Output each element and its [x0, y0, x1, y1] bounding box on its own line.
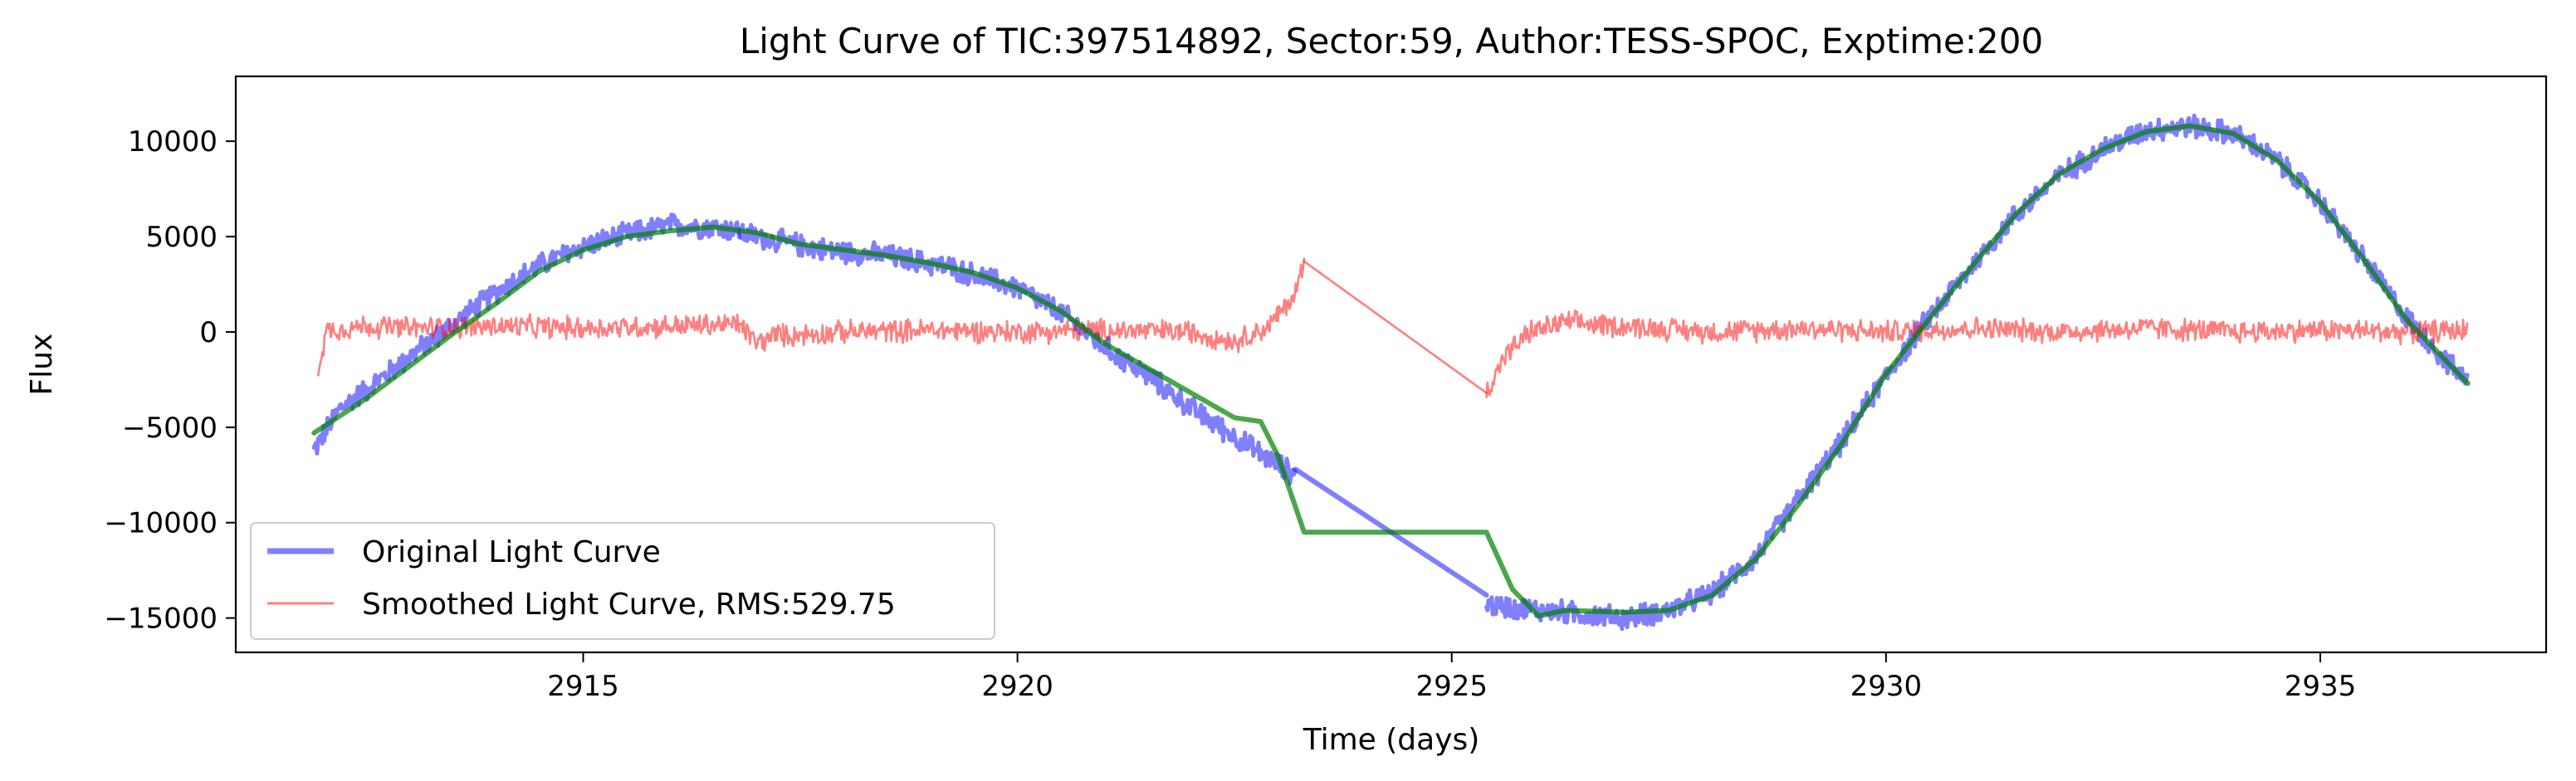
x-tick-label: 2920 [981, 670, 1053, 703]
series-layer [311, 113, 2471, 632]
y-tick-label: −10000 [104, 507, 218, 540]
series-2 [311, 123, 2471, 619]
plot-frame [234, 75, 2548, 654]
legend-box [250, 522, 995, 640]
y-tick-label: 5000 [145, 221, 218, 254]
series-1-segment-3 [1303, 260, 1488, 394]
series-1-segment-2 [781, 257, 1306, 354]
x-tick-label: 2915 [547, 670, 619, 703]
y-tick-label: 0 [199, 316, 218, 349]
series-1-segment-4 [1485, 309, 2469, 398]
y-tick-label: −5000 [122, 412, 218, 445]
legend-label-original: Original Light Curve [362, 535, 661, 569]
x-axis-label: Time (days) [1303, 723, 1480, 757]
x-axis-ticks: 2915 2920 2925 2930 2935 [547, 652, 2356, 703]
series-1 [317, 257, 2469, 398]
y-tick-label: −15000 [104, 603, 218, 636]
y-tick-label: 10000 [128, 125, 218, 159]
series-0-segment-0 [311, 212, 741, 456]
plot-area [311, 113, 2471, 632]
y-axis-label: Flux [25, 334, 59, 396]
x-tick-label: 2925 [1415, 670, 1488, 703]
x-tick-label: 2935 [2285, 670, 2357, 703]
x-tick-label: 2930 [1850, 670, 1923, 703]
y-axis-ticks: 10000 5000 0 −5000 −10000 −15000 [104, 125, 236, 636]
series-1-segment-1 [738, 319, 784, 352]
legend: Original Light Curve Smoothed Light Curv… [250, 522, 995, 640]
chart-title: Light Curve of TIC:397514892, Sector:59,… [740, 21, 2043, 61]
series-2-segment-0 [311, 123, 2471, 619]
legend-label-smoothed: Smoothed Light Curve, RMS:529.75 [362, 588, 896, 622]
series-1-segment-0 [317, 313, 741, 377]
